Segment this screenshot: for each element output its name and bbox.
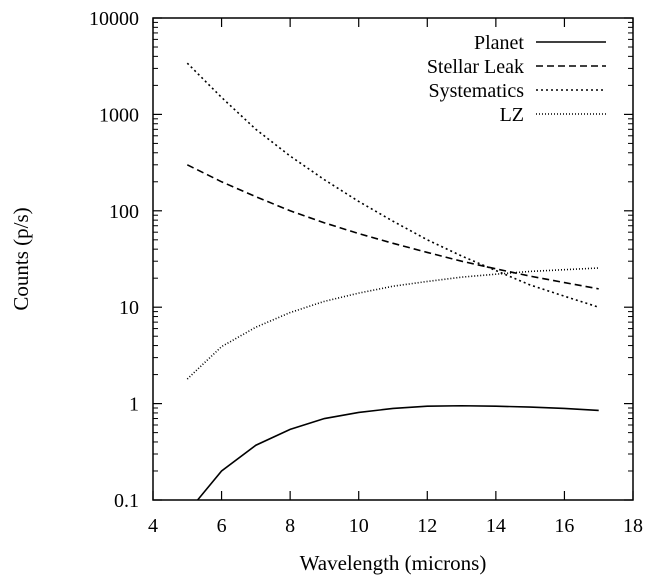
- series-line-systematics: [186, 62, 599, 308]
- x-tick-label: 14: [486, 515, 506, 537]
- y-tick-label: 0.1: [114, 490, 139, 512]
- legend-label: Stellar Leak: [427, 56, 524, 78]
- y-tick-label: 1: [129, 394, 139, 416]
- axis-ticks: 4 6 8 10 12 14 16 18 0.1 1 10 100 1000 10000: [89, 8, 643, 537]
- y-tick-label: 10: [119, 297, 139, 319]
- y-tick-label: 1000: [99, 104, 139, 126]
- y-axis-label: Counts (p/s): [9, 207, 33, 310]
- series-layer: [186, 62, 599, 500]
- legend-label: Planet: [474, 32, 524, 54]
- x-tick-label: 6: [217, 515, 227, 537]
- x-tick-label: 16: [554, 515, 574, 537]
- x-tick-label: 8: [285, 515, 295, 537]
- series-line-planet: [196, 404, 599, 500]
- y-tick-label: 10000: [89, 8, 139, 30]
- plot-frame: [152, 17, 634, 501]
- series-line-stellar-leak: [186, 164, 599, 290]
- x-tick-label: 4: [148, 515, 158, 537]
- y-tick-label: 100: [109, 201, 139, 223]
- legend-label: Systematics: [428, 80, 524, 102]
- x-tick-label: 18: [623, 515, 643, 537]
- legend-label: LZ: [500, 104, 524, 126]
- x-axis-label: Wavelength (microns): [300, 551, 487, 575]
- x-tick-label: 12: [417, 515, 437, 537]
- x-tick-label: 10: [349, 515, 369, 537]
- series-line-lz: [186, 267, 599, 380]
